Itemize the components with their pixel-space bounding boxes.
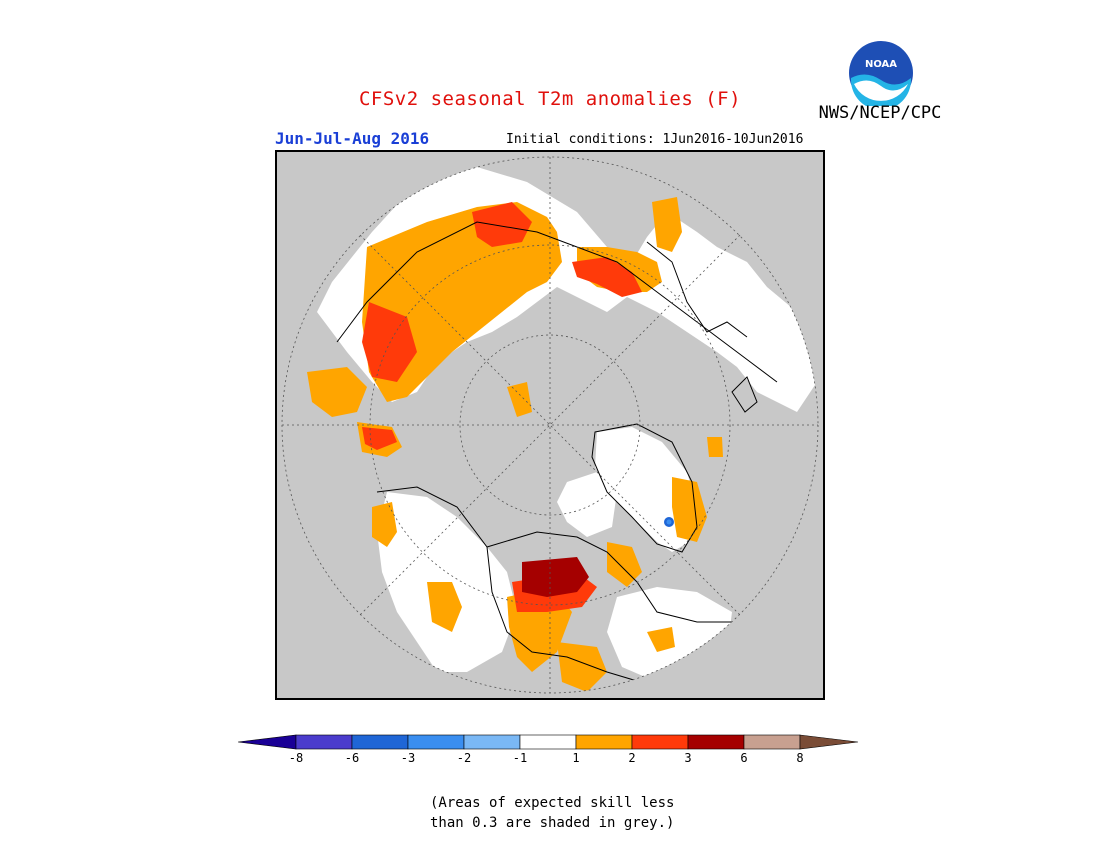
coastline-greenland xyxy=(591,423,698,553)
skill-note: (Areas of expected skill less than 0.3 a… xyxy=(430,793,760,833)
skill-note-line-1: (Areas of expected skill less xyxy=(430,795,675,811)
colorbar-bin-2 xyxy=(351,734,409,750)
colorbar-bin-6 xyxy=(575,734,633,750)
colorbar-tick-label: -8 xyxy=(288,751,304,765)
anomaly-orange-greenland xyxy=(672,477,707,542)
colorbar-tick-label: -2 xyxy=(456,751,472,765)
coastline-scandinavia xyxy=(646,241,748,338)
colorbar-tick-label: 2 xyxy=(628,751,636,765)
colorbar-bin-10 xyxy=(799,734,859,750)
colorbar-tick-label: -1 xyxy=(512,751,528,765)
agency-label: NWS/NCEP/CPC xyxy=(818,103,942,123)
colorbar-tick-label: -3 xyxy=(400,751,416,765)
anomaly-orange-baffin xyxy=(607,542,642,587)
colorbar xyxy=(238,734,859,750)
colorbar-bin-1 xyxy=(295,734,353,750)
colorbar-bin-8 xyxy=(687,734,745,750)
anomaly-orange-kazakh xyxy=(307,367,367,417)
skill-note-line-2: than 0.3 are shaded in grey.) xyxy=(430,815,675,831)
colorbar-bin-5 xyxy=(519,734,577,750)
anomaly-red-nscandinavia xyxy=(572,257,642,297)
white-region-arctic-islands xyxy=(557,472,617,537)
colorbar-tick-label: 1 xyxy=(572,751,580,765)
anomaly-orange-iceland xyxy=(707,437,723,457)
colorbar-tick-label: -6 xyxy=(344,751,360,765)
polar-map xyxy=(275,150,825,700)
map-boundary-circle xyxy=(281,156,819,694)
anomaly-orange-quebec xyxy=(647,627,675,652)
colorbar-bin-3 xyxy=(407,734,465,750)
anomaly-orange-alaska-coast xyxy=(372,502,397,547)
noaa-logo: NOAA xyxy=(848,40,914,110)
anomaly-red-eastsiberia xyxy=(362,302,417,382)
anomaly-red-westsiberia xyxy=(472,202,532,247)
map-title: CFSv2 seasonal T2m anomalies (F) xyxy=(358,88,742,110)
colorbar-bin-4 xyxy=(463,734,521,750)
colorbar-tick-label: 8 xyxy=(796,751,804,765)
colorbar-tick-label: 3 xyxy=(684,751,692,765)
colorbar-bin-7 xyxy=(631,734,689,750)
anomaly-orange-scandinavia xyxy=(652,197,682,252)
colorbar-bin-9 xyxy=(743,734,801,750)
anomaly-orange-pacific-nw xyxy=(427,582,462,632)
colorbar-bin-0 xyxy=(238,734,297,750)
coastline-uk xyxy=(731,376,758,413)
initial-conditions-label: Initial conditions: 1Jun2016-10Jun2016 xyxy=(506,132,804,147)
colorbar-tick-label: 6 xyxy=(740,751,748,765)
anomaly-darkred-nwt xyxy=(522,557,589,597)
anomaly-orange-hudson xyxy=(557,642,607,692)
coastline-alaska xyxy=(376,486,488,548)
anomaly-orange-ural xyxy=(507,382,532,417)
logo-lettering: NOAA xyxy=(865,59,897,70)
graticule xyxy=(282,157,818,693)
season-label: Jun-Jul-Aug 2016 xyxy=(275,129,430,148)
polar-map-svg xyxy=(277,152,823,698)
